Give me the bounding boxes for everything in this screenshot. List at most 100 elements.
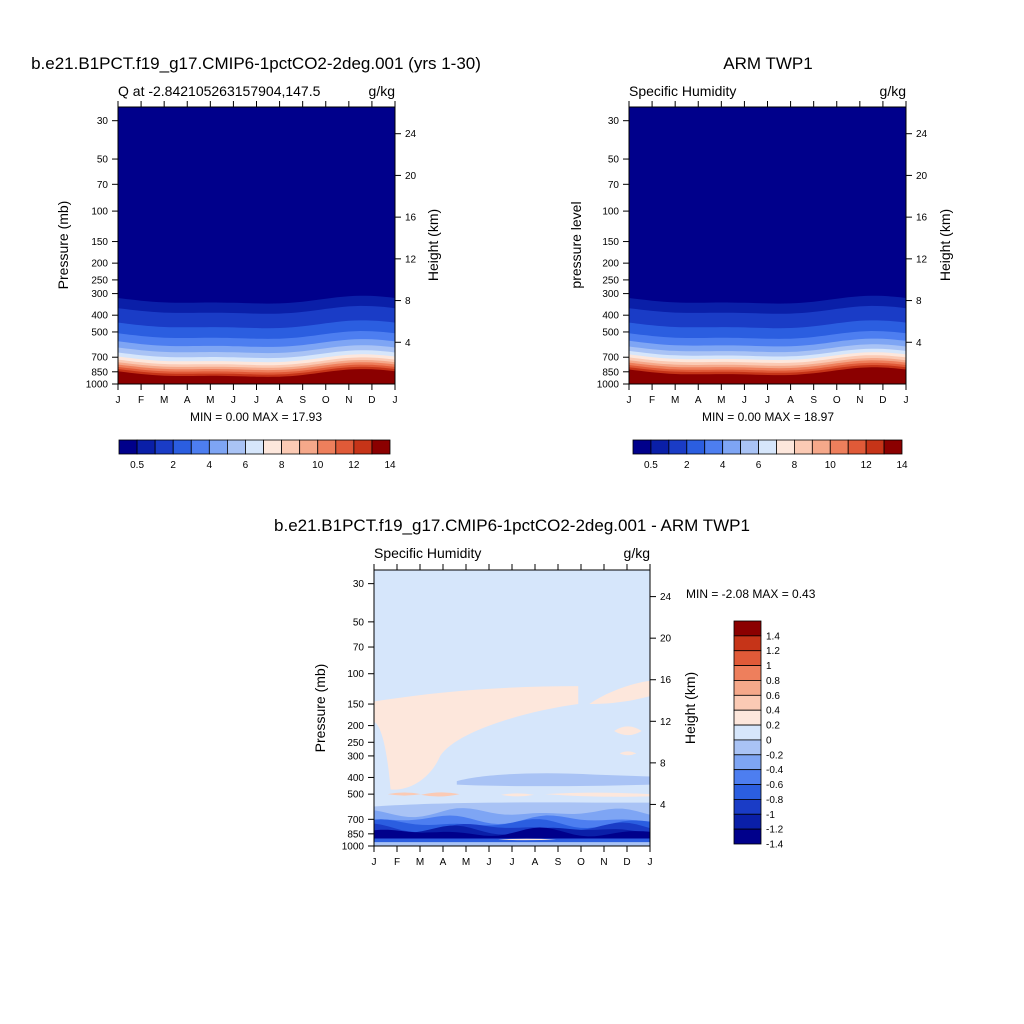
colorbar-label: 12 (348, 460, 360, 471)
y-axis-label: pressure level (568, 201, 584, 288)
y2-tick-label: 8 (916, 296, 922, 307)
colorbar-label: -0.6 (766, 780, 784, 791)
y-tick-label: 400 (602, 311, 619, 322)
y2-tick-label: 12 (660, 717, 672, 728)
x-tick-label: J (627, 395, 632, 406)
colorbar-swatch (371, 439, 391, 455)
y-tick-label: 100 (602, 207, 619, 218)
x-tick-label: J (765, 395, 770, 406)
x-tick-label: M (206, 395, 214, 406)
colorbar-swatch (733, 724, 762, 741)
x-tick-label: N (856, 395, 863, 406)
contour-band (456, 773, 650, 787)
y2-tick-label: 20 (405, 171, 417, 182)
x-tick-label: J (372, 857, 377, 868)
x-tick-label: D (879, 395, 886, 406)
colorbar-swatch (733, 635, 762, 652)
colorbar-label: -0.4 (766, 765, 784, 776)
colorbar-swatch (794, 439, 813, 455)
colorbar-swatch (353, 439, 373, 455)
y2-tick-label: 24 (660, 592, 672, 603)
y-tick-label: 700 (602, 353, 619, 364)
colorbar-label: 6 (756, 460, 762, 471)
colorbar-swatch (740, 439, 759, 455)
x-tick-label: J (742, 395, 747, 406)
y-tick-label: 500 (91, 327, 108, 338)
contour-band (420, 792, 460, 797)
x-tick-label: S (810, 395, 817, 406)
y-tick-label: 1000 (597, 380, 620, 391)
colorbar-label: -0.2 (766, 750, 784, 761)
y-tick-label: 700 (347, 815, 364, 826)
colorbar-swatch (883, 439, 903, 455)
plot-area: J F M A M J J A S O N D J 30 50 70 100 150 200 250 300 400 500… (597, 101, 928, 406)
contour-band (374, 842, 650, 846)
y-tick-label: 150 (602, 237, 619, 248)
y2-axis-label: Height (km) (425, 209, 441, 281)
colorbar-swatch (650, 439, 670, 455)
colorbar-swatch (281, 439, 301, 455)
contour-band (374, 686, 579, 790)
colorbar-swatch (758, 439, 777, 455)
colorbar-swatch (733, 620, 762, 637)
x-tick-label: A (695, 395, 702, 406)
colorbar-label: 12 (861, 460, 873, 471)
colorbar-label: 4 (207, 460, 213, 471)
y-tick-label: 850 (91, 367, 108, 378)
x-tick-label: O (833, 395, 841, 406)
x-tick-label: D (623, 857, 630, 868)
x-tick-label: N (345, 395, 352, 406)
y-tick-label: 70 (608, 180, 620, 191)
colorbar-swatch (668, 439, 688, 455)
colorbar-swatch (733, 680, 762, 696)
y-tick-label: 50 (353, 617, 365, 628)
min-max-stats: MIN = 0.00 MAX = 17.93 (190, 410, 322, 424)
x-tick-label: J (648, 857, 653, 868)
colorbar-label: 0.2 (766, 721, 780, 732)
y-tick-label: 700 (91, 353, 108, 364)
x-tick-label: M (717, 395, 725, 406)
y2-tick-label: 4 (660, 800, 666, 811)
x-tick-label: F (394, 857, 400, 868)
colorbar-label: 0.5 (130, 460, 144, 471)
contour-band (498, 838, 557, 841)
panel-variable-label: Specific Humidity (374, 545, 481, 561)
colorbar-swatch (733, 754, 762, 771)
contour-band (545, 792, 650, 797)
y2-tick-label: 16 (916, 213, 928, 224)
x-tick-label: J (393, 395, 398, 406)
colorbar-swatch (733, 694, 762, 711)
y-tick-label: 50 (608, 155, 620, 166)
y-tick-label: 150 (91, 237, 108, 248)
colorbar: 0.5 2 4 6 8 10 12 14 (632, 439, 908, 471)
colorbar-swatch (154, 439, 174, 455)
x-tick-label: S (299, 395, 306, 406)
y-tick-label: 400 (91, 311, 108, 322)
y-tick-label: 850 (347, 829, 364, 840)
panel-units-label: g/kg (880, 83, 906, 99)
y2-tick-label: 16 (405, 213, 417, 224)
colorbar-label: 2 (170, 460, 176, 471)
y2-tick-label: 4 (405, 338, 411, 349)
colorbar-label: -1.4 (766, 840, 784, 851)
colorbar-swatch (865, 439, 885, 455)
contour-band (619, 751, 637, 756)
colorbar-label: 8 (792, 460, 798, 471)
x-tick-label: S (555, 857, 562, 868)
panel-diff: b.e21.B1PCT.f19_g17.CMIP6-1pctCO2-2deg.0… (274, 516, 816, 868)
panel-units-label: g/kg (369, 83, 395, 99)
colorbar-swatch (733, 739, 762, 756)
colorbar-swatch (686, 439, 706, 455)
colorbar-label: -0.8 (766, 795, 784, 806)
x-tick-label: A (440, 857, 447, 868)
colorbar-swatch (632, 439, 652, 455)
x-tick-label: O (577, 857, 585, 868)
colorbar-label: 8 (279, 460, 285, 471)
y2-tick-label: 4 (916, 338, 922, 349)
colorbar-swatch (722, 439, 742, 455)
colorbar-label: 1 (766, 661, 772, 672)
colorbar-label: -1 (766, 810, 775, 821)
contour-field (374, 570, 650, 846)
contour-field (629, 107, 906, 384)
panel-title: b.e21.B1PCT.f19_g17.CMIP6-1pctCO2-2deg.0… (31, 54, 481, 73)
